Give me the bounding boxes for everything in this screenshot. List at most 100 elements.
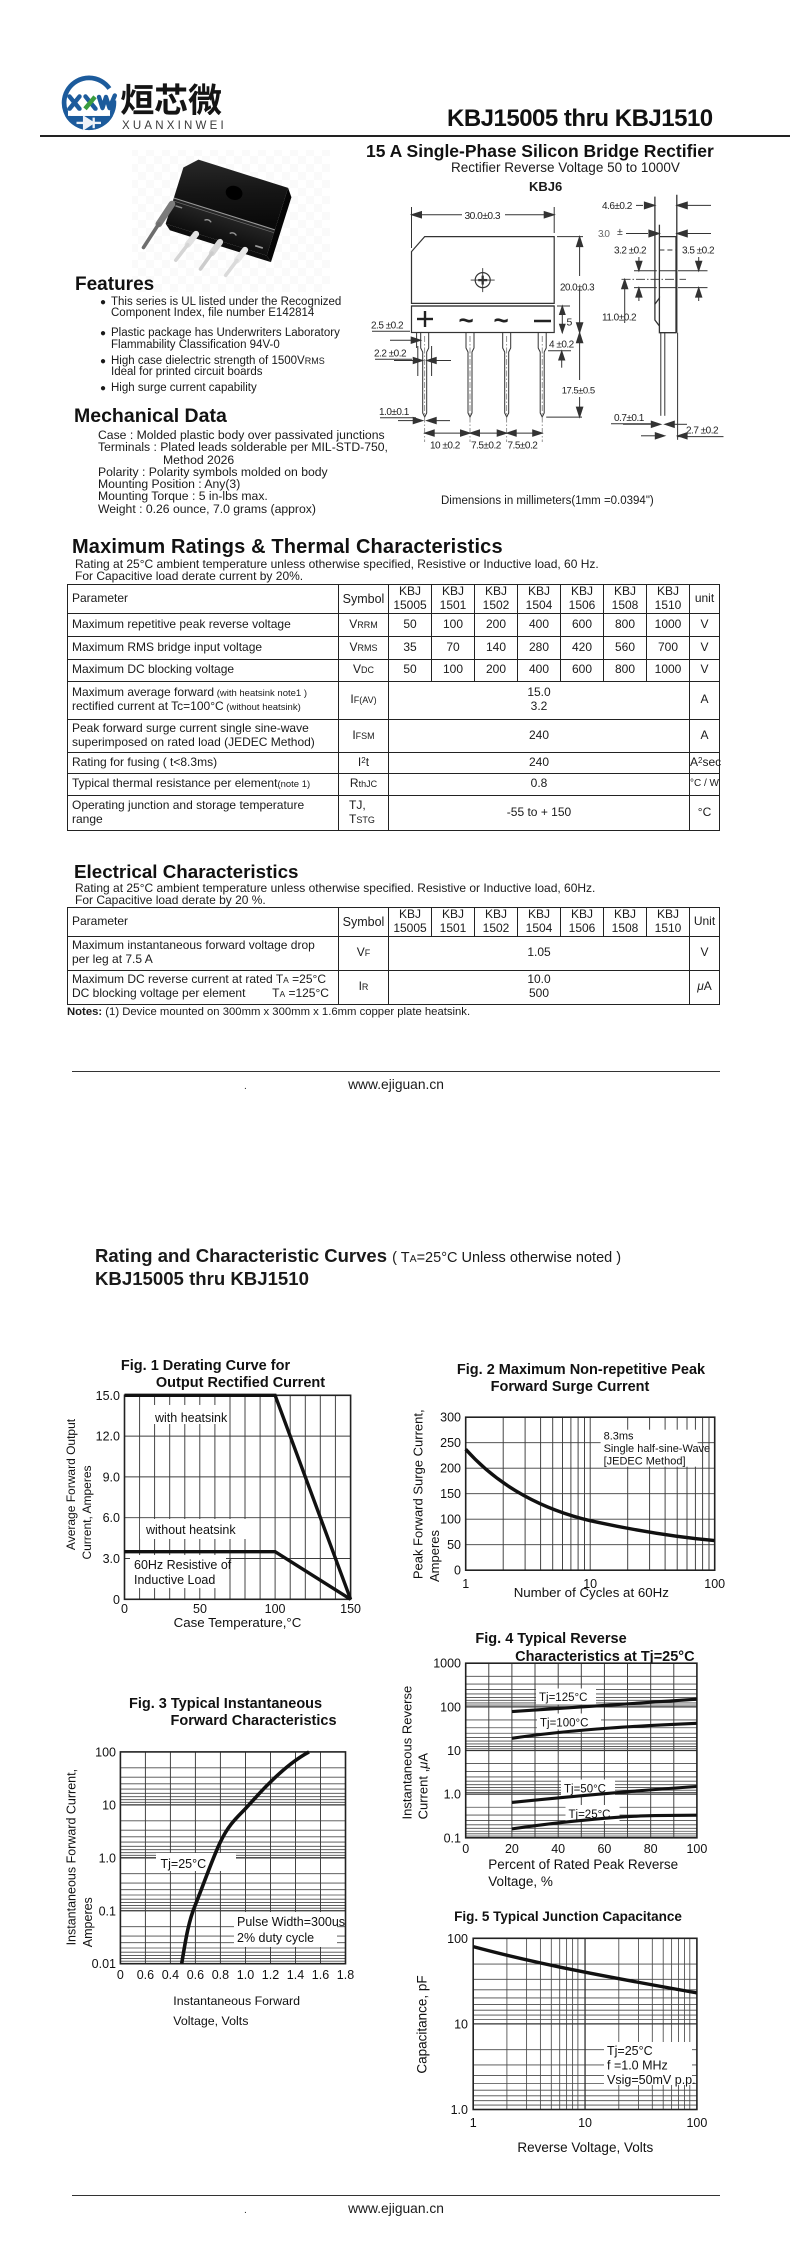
svg-text:100: 100 <box>440 1700 461 1714</box>
svg-text:10: 10 <box>447 1744 461 1758</box>
svg-text:7.5±0.2: 7.5±0.2 <box>508 441 539 452</box>
svg-text:with heatsink: with heatsink <box>154 1411 228 1425</box>
svg-text:1: 1 <box>462 1577 469 1591</box>
svg-text:0.4: 0.4 <box>162 1968 179 1982</box>
svg-text:0.1: 0.1 <box>99 1904 116 1918</box>
svg-text:3.2 ±0.2: 3.2 ±0.2 <box>614 246 647 257</box>
svg-text:20.0±0.3: 20.0±0.3 <box>560 283 595 294</box>
svg-text:Tj=25°C: Tj=25°C <box>161 1857 207 1871</box>
svg-text:250: 250 <box>440 1436 461 1450</box>
svg-text:Voltage, Volts: Voltage, Volts <box>173 2014 248 2028</box>
svg-text:1.0: 1.0 <box>237 1968 254 1982</box>
svg-text:9.0: 9.0 <box>103 1470 120 1484</box>
svg-text:100: 100 <box>95 1745 116 1759</box>
svg-text:1.0: 1.0 <box>451 2103 468 2117</box>
svg-text:10 ±0.2: 10 ±0.2 <box>430 441 461 452</box>
svg-text:1.8: 1.8 <box>337 1968 354 1982</box>
svg-text:Pulse Width=300us: Pulse Width=300us <box>237 1915 345 1929</box>
svg-text:Current, Amperes: Current, Amperes <box>80 1465 94 1559</box>
svg-text:0.1: 0.1 <box>444 1831 461 1845</box>
svg-text:200: 200 <box>440 1462 461 1476</box>
svg-text:0: 0 <box>454 1564 461 1578</box>
svg-text:100: 100 <box>686 2116 707 2130</box>
svg-text:0.01: 0.01 <box>92 1957 116 1971</box>
svg-text:80: 80 <box>644 1842 658 1856</box>
svg-text:10: 10 <box>454 2017 468 2031</box>
svg-text:300: 300 <box>440 1411 461 1425</box>
svg-text:4 ±0.2: 4 ±0.2 <box>549 340 575 351</box>
svg-text:1.4: 1.4 <box>287 1968 304 1982</box>
svg-text:~: ~ <box>459 305 474 335</box>
svg-text:100: 100 <box>265 1602 286 1616</box>
svg-text:2.2 ±0.2: 2.2 ±0.2 <box>374 349 407 360</box>
svg-text:Case Temperature,°C: Case Temperature,°C <box>174 1615 302 1630</box>
svg-text:Instantaneous Forward Current,: Instantaneous Forward Current, <box>65 1769 79 1945</box>
svg-text:Fig. 5 Typical Junction Capaci: Fig. 5 Typical Junction Capacitance <box>454 1909 682 1924</box>
svg-text:100: 100 <box>440 1513 461 1527</box>
svg-text:7.5±0.2: 7.5±0.2 <box>471 441 502 452</box>
svg-text:12.0: 12.0 <box>96 1430 120 1444</box>
svg-text:1: 1 <box>470 2116 477 2130</box>
svg-text:17.5±0.5: 17.5±0.5 <box>562 386 595 397</box>
svg-text:Output Rectified Current: Output Rectified Current <box>156 1375 325 1391</box>
svg-text:10: 10 <box>583 1577 597 1591</box>
svg-text:0.7±0.1: 0.7±0.1 <box>614 413 645 424</box>
svg-text:Fig. 1 Derating Curve for: Fig. 1 Derating Curve for <box>121 1358 291 1374</box>
svg-text:Voltage, %: Voltage, % <box>488 1874 553 1889</box>
svg-text:0.8: 0.8 <box>212 1968 229 1982</box>
svg-text:Tj=25°C: Tj=25°C <box>569 1809 611 1821</box>
svg-text:0: 0 <box>113 1593 120 1607</box>
svg-text:Number of Cycles at 60Hz: Number of Cycles at 60Hz <box>514 1585 669 1600</box>
svg-text:0.6: 0.6 <box>187 1968 204 1982</box>
svg-text:Fig. 4 Typical Reverse: Fig. 4 Typical Reverse <box>475 1631 626 1647</box>
svg-text:3.5 ±0.2: 3.5 ±0.2 <box>682 246 715 257</box>
svg-text:Tj=25°C: Tj=25°C <box>607 2044 653 2058</box>
svg-text:11.0±0.2: 11.0±0.2 <box>602 313 637 324</box>
svg-text:60: 60 <box>597 1842 611 1856</box>
svg-text:Tj=100°C: Tj=100°C <box>540 1718 588 1730</box>
svg-text:1.0: 1.0 <box>444 1788 461 1802</box>
svg-text:Amperes: Amperes <box>427 1529 442 1582</box>
svg-text:Forward Characteristics: Forward Characteristics <box>171 1713 337 1729</box>
svg-text:50: 50 <box>447 1538 461 1552</box>
svg-text:3.0: 3.0 <box>598 229 610 240</box>
svg-text:Characteristics at Tj=25°C: Characteristics at Tj=25°C <box>515 1649 695 1665</box>
svg-text:150: 150 <box>440 1487 461 1501</box>
svg-text:[JEDEC Method]: [JEDEC Method] <box>604 1456 686 1468</box>
svg-text:Percent of Rated Peak Reverse: Percent of Rated Peak Reverse <box>488 1857 678 1872</box>
svg-text:0: 0 <box>117 1968 124 1982</box>
svg-text:4.6±0.2: 4.6±0.2 <box>602 201 633 212</box>
svg-text:f =1.0 MHz: f =1.0 MHz <box>607 2059 668 2073</box>
svg-text:1.0: 1.0 <box>99 1851 116 1865</box>
svg-text:Average Forward Output: Average Forward Output <box>64 1418 78 1550</box>
svg-text:3.0: 3.0 <box>103 1552 120 1566</box>
svg-text:Peak Forward Surge Current,: Peak Forward Surge Current, <box>410 1409 425 1579</box>
svg-text:Single half-sine-Wave: Single half-sine-Wave <box>604 1443 711 1455</box>
svg-text:Instantaneous Forward: Instantaneous Forward <box>173 1994 300 2008</box>
svg-text:Capacitance, pF: Capacitance, pF <box>415 1975 430 2073</box>
svg-text:100: 100 <box>704 1577 725 1591</box>
svg-text:Inductive Load: Inductive Load <box>134 1573 215 1587</box>
svg-text:60Hz Resistive of: 60Hz Resistive of <box>134 1558 232 1572</box>
svg-text:2% duty cycle: 2% duty cycle <box>237 1931 314 1945</box>
svg-text:without heatsink: without heatsink <box>145 1523 236 1537</box>
svg-text:0: 0 <box>462 1842 469 1856</box>
svg-text:Amperes: Amperes <box>81 1897 95 1947</box>
svg-text:6.0: 6.0 <box>103 1511 120 1525</box>
svg-text:0.6: 0.6 <box>137 1968 154 1982</box>
svg-text:10: 10 <box>578 2116 592 2130</box>
svg-text:1.2: 1.2 <box>262 1968 279 1982</box>
svg-text:8.3ms: 8.3ms <box>604 1431 634 1443</box>
svg-text:150: 150 <box>340 1602 361 1616</box>
svg-text:2.7 ±0.2: 2.7 ±0.2 <box>686 426 719 437</box>
svg-text:15.0: 15.0 <box>96 1389 120 1403</box>
svg-text:40: 40 <box>551 1842 565 1856</box>
svg-text:Current ,μA: Current ,μA <box>416 1753 431 1820</box>
svg-text:30.0±0.3: 30.0±0.3 <box>465 211 501 222</box>
svg-text:100: 100 <box>447 1932 468 1946</box>
svg-text:1000: 1000 <box>433 1657 461 1671</box>
svg-text:Reverse Voltage, Volts: Reverse Voltage, Volts <box>517 2140 653 2155</box>
svg-text:1.6: 1.6 <box>312 1968 329 1982</box>
svg-text:5: 5 <box>567 317 573 329</box>
svg-text:Tj=50°C: Tj=50°C <box>564 1784 606 1796</box>
